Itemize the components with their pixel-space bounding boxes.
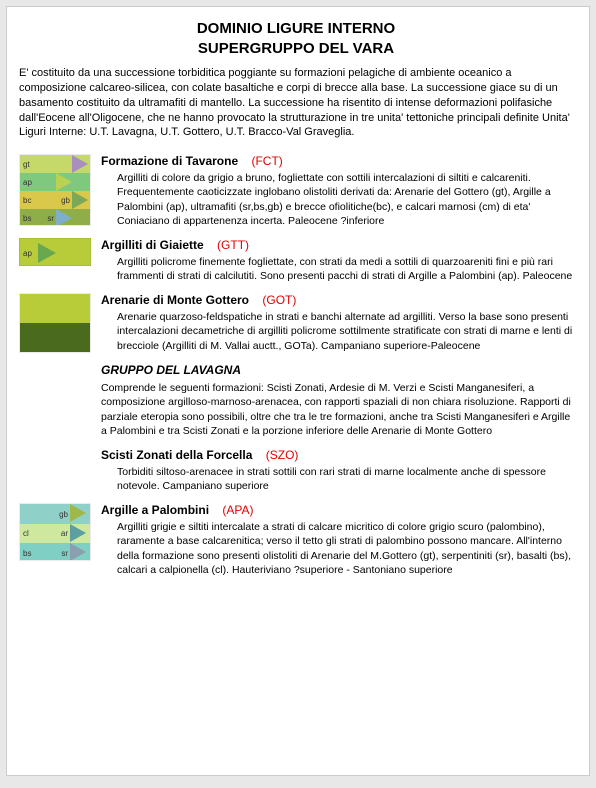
legend-entry: gbclarbssr Argille a Palombini (APA) Arg… <box>19 503 573 577</box>
legend-entry: ap Argilliti di Giaiette (GTT) Argilliti… <box>19 238 573 283</box>
legend-entry: Arenarie di Monte Gottero (GOT) Arenarie… <box>19 293 573 353</box>
swatch-tavarone: gtapbcgbbssr <box>19 154 91 226</box>
swatch-top <box>20 294 90 323</box>
legend-entry: gtapbcgbbssr Formazione di Tavarone (FCT… <box>19 154 573 228</box>
legend-entry: Scisti Zonati della Forcella (SZO) Torbi… <box>19 448 573 493</box>
formation-code: (GTT) <box>217 238 249 252</box>
entry-text: Argilliti di Giaiette (GTT) Argilliti po… <box>101 238 573 283</box>
entry-heading: Argilliti di Giaiette (GTT) <box>101 238 573 252</box>
entry-text: Argille a Palombini (APA) Argilliti grig… <box>101 503 573 577</box>
entry-body: Torbiditi siltoso-arenacee in strati sot… <box>101 465 573 493</box>
entry-heading: Argille a Palombini (APA) <box>101 503 573 517</box>
legend-group: GRUPPO DEL LAVAGNA Comprende le seguenti… <box>19 363 573 438</box>
swatch-palombini: gbclarbssr <box>19 503 91 561</box>
page-title: DOMINIO LIGURE INTERNO SUPERGRUPPO DEL V… <box>19 19 573 58</box>
formation-name: Formazione di Tavarone <box>101 154 238 168</box>
entry-heading: Scisti Zonati della Forcella (SZO) <box>101 448 573 462</box>
swatch-column <box>19 293 101 353</box>
entry-body: Argilliti di colore da grigio a bruno, f… <box>101 171 573 228</box>
entry-heading: Arenarie di Monte Gottero (GOT) <box>101 293 573 307</box>
formation-name: Arenarie di Monte Gottero <box>101 293 249 307</box>
swatch-giaiette: ap <box>19 238 91 266</box>
swatch-column: ap <box>19 238 101 266</box>
formation-code: (SZO) <box>266 448 299 462</box>
entry-text: Arenarie di Monte Gottero (GOT) Arenarie… <box>101 293 573 353</box>
intro-paragraph: E' costituito da una successione torbidi… <box>19 66 573 140</box>
entry-heading: Formazione di Tavarone (FCT) <box>101 154 573 168</box>
swatch-gottero <box>19 293 91 353</box>
entry-text: Formazione di Tavarone (FCT) Argilliti d… <box>101 154 573 228</box>
entry-body: Arenarie quarzoso-feldspatiche in strati… <box>101 310 573 353</box>
formation-code: (APA) <box>222 503 253 517</box>
entry-text: Scisti Zonati della Forcella (SZO) Torbi… <box>101 448 573 493</box>
swatch-bottom <box>20 323 90 352</box>
document-page: DOMINIO LIGURE INTERNO SUPERGRUPPO DEL V… <box>6 6 590 776</box>
title-line-2: SUPERGRUPPO DEL VARA <box>198 40 394 57</box>
formation-name: Argille a Palombini <box>101 503 209 517</box>
entry-body: Argilliti grigie e siltiti intercalate a… <box>101 520 573 577</box>
entry-text: GRUPPO DEL LAVAGNA Comprende le seguenti… <box>101 363 573 438</box>
entry-body: Argilliti policrome finemente fogliettat… <box>101 255 573 283</box>
swatch-column: gtapbcgbbssr <box>19 154 101 226</box>
title-line-1: DOMINIO LIGURE INTERNO <box>197 20 395 37</box>
formation-name: Scisti Zonati della Forcella <box>101 448 252 462</box>
group-heading: GRUPPO DEL LAVAGNA <box>101 363 573 377</box>
formation-code: (GOT) <box>262 293 296 307</box>
swatch-column: gbclarbssr <box>19 503 101 561</box>
group-body: Comprende le seguenti formazioni: Scisti… <box>101 381 573 438</box>
formation-code: (FCT) <box>251 154 282 168</box>
formation-name: Argilliti di Giaiette <box>101 238 204 252</box>
